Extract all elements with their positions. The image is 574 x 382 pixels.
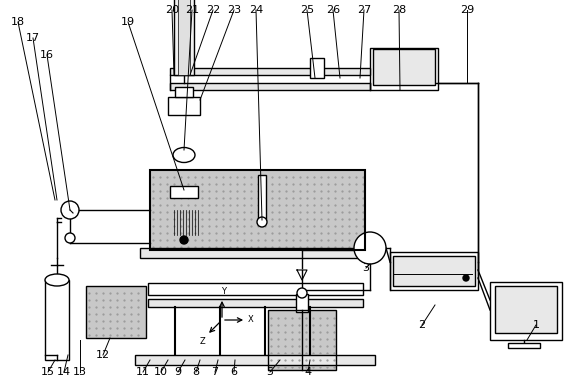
Text: 11: 11 [136, 367, 150, 377]
Text: 26: 26 [326, 5, 340, 15]
Bar [373, 49, 435, 85]
Bar [148, 283, 363, 295]
Text: 6: 6 [231, 367, 238, 377]
Text: 19: 19 [121, 17, 135, 27]
Bar [148, 299, 363, 307]
Text: 23: 23 [227, 5, 241, 15]
Text: 12: 12 [96, 350, 110, 360]
Text: 29: 29 [460, 5, 474, 15]
Bar [140, 248, 370, 258]
Text: 10: 10 [154, 367, 168, 377]
Bar [86, 286, 146, 338]
Text: Z: Z [199, 337, 205, 346]
Bar [310, 58, 324, 78]
Text: 1: 1 [533, 320, 540, 330]
Bar [86, 286, 146, 338]
Text: 5: 5 [266, 367, 273, 377]
Circle shape [61, 201, 79, 219]
Bar [168, 97, 200, 115]
Text: 9: 9 [174, 367, 181, 377]
Bar [178, 0, 190, 75]
Circle shape [65, 233, 75, 243]
Bar [268, 310, 336, 370]
Bar [150, 170, 365, 250]
Circle shape [354, 232, 386, 264]
Text: 16: 16 [40, 50, 54, 60]
Text: 20: 20 [165, 5, 179, 15]
Bar [490, 282, 562, 340]
Bar [390, 252, 478, 290]
Text: 13: 13 [73, 367, 87, 377]
Circle shape [180, 236, 188, 244]
Text: Y: Y [222, 287, 227, 296]
Bar [495, 286, 557, 333]
Text: 28: 28 [392, 5, 406, 15]
Bar [45, 280, 69, 360]
Bar [150, 170, 365, 250]
Bar [508, 343, 540, 348]
Text: 15: 15 [41, 367, 55, 377]
Ellipse shape [45, 274, 69, 286]
Text: 17: 17 [26, 33, 40, 43]
Bar [135, 355, 375, 365]
Text: 2: 2 [418, 320, 425, 330]
Bar [175, 87, 193, 97]
Bar [170, 186, 198, 198]
Text: 7: 7 [211, 367, 219, 377]
Text: 8: 8 [192, 367, 200, 377]
Circle shape [297, 288, 307, 298]
Text: 21: 21 [185, 5, 199, 15]
Text: 4: 4 [304, 367, 312, 377]
Bar [170, 68, 370, 75]
Bar [370, 48, 438, 90]
Text: 25: 25 [300, 5, 314, 15]
Text: 27: 27 [357, 5, 371, 15]
Text: 3: 3 [363, 263, 370, 273]
Bar [174, 0, 194, 75]
Text: X: X [248, 316, 254, 324]
Circle shape [257, 217, 267, 227]
Bar [258, 175, 266, 220]
Bar [393, 256, 475, 286]
Bar [296, 294, 308, 312]
Circle shape [463, 275, 469, 281]
Bar [170, 83, 370, 90]
Ellipse shape [173, 147, 195, 162]
Bar [268, 310, 336, 370]
Text: 22: 22 [206, 5, 220, 15]
Text: 24: 24 [249, 5, 263, 15]
Text: 14: 14 [57, 367, 71, 377]
Text: 18: 18 [11, 17, 25, 27]
